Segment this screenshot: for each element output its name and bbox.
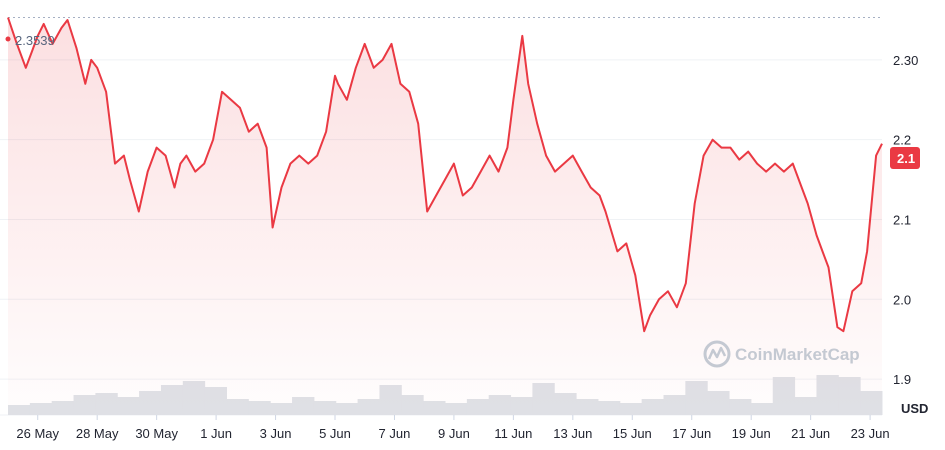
- price-line: [7, 17, 883, 333]
- currency-unit-label: USD: [901, 401, 928, 416]
- x-tick-label: 5 Jun: [319, 426, 351, 441]
- y-tick-label: 2.30: [893, 53, 918, 68]
- x-tick-label: 26 May: [16, 426, 59, 441]
- x-tick-label: 11 Jun: [494, 426, 532, 441]
- x-tick-label: 15 Jun: [613, 426, 652, 441]
- x-tick-label: 13 Jun: [553, 426, 592, 441]
- max-price-label: 2.3539: [15, 33, 55, 48]
- x-tick-label: 23 Jun: [851, 426, 890, 441]
- price-area: [8, 17, 882, 415]
- current-price-tag: 2.1: [890, 147, 920, 169]
- x-tick-label: 21 Jun: [791, 426, 830, 441]
- x-tick-label: 28 May: [76, 426, 119, 441]
- x-tick-label: 7 Jun: [379, 426, 411, 441]
- watermark-text: CoinMarketCap: [735, 345, 860, 364]
- x-axis: 26 May 28 May 30 May 1 Jun 3 Jun 5 Jun 7 Jun 9 …: [16, 415, 890, 441]
- x-tick-label: 9 Jun: [438, 426, 470, 441]
- x-tick-label: 19 Jun: [732, 426, 771, 441]
- y-axis: 2.30 2.2 2.1 2.0 1.9: [893, 53, 918, 387]
- y-tick-label: 1.9: [893, 372, 911, 387]
- x-tick-label: 3 Jun: [260, 426, 292, 441]
- y-tick-label: 2.0: [893, 292, 911, 307]
- current-price-badge: [890, 147, 920, 169]
- y-tick-label: 2.2: [893, 133, 911, 148]
- x-tick-label: 17 Jun: [672, 426, 711, 441]
- max-dot: [5, 36, 11, 42]
- watermark: CoinMarketCap: [703, 340, 860, 368]
- x-tick-label: 30 May: [135, 426, 178, 441]
- price-line-group: [7, 17, 883, 333]
- max-price-marker: 2.3539: [5, 33, 55, 48]
- x-tick-label: 1 Jun: [200, 426, 232, 441]
- current-price-text: 2.1: [897, 151, 915, 166]
- price-area-fill: [8, 17, 882, 415]
- coinmarketcap-logo-icon: [703, 340, 731, 368]
- y-tick-label: 2.1: [893, 212, 911, 227]
